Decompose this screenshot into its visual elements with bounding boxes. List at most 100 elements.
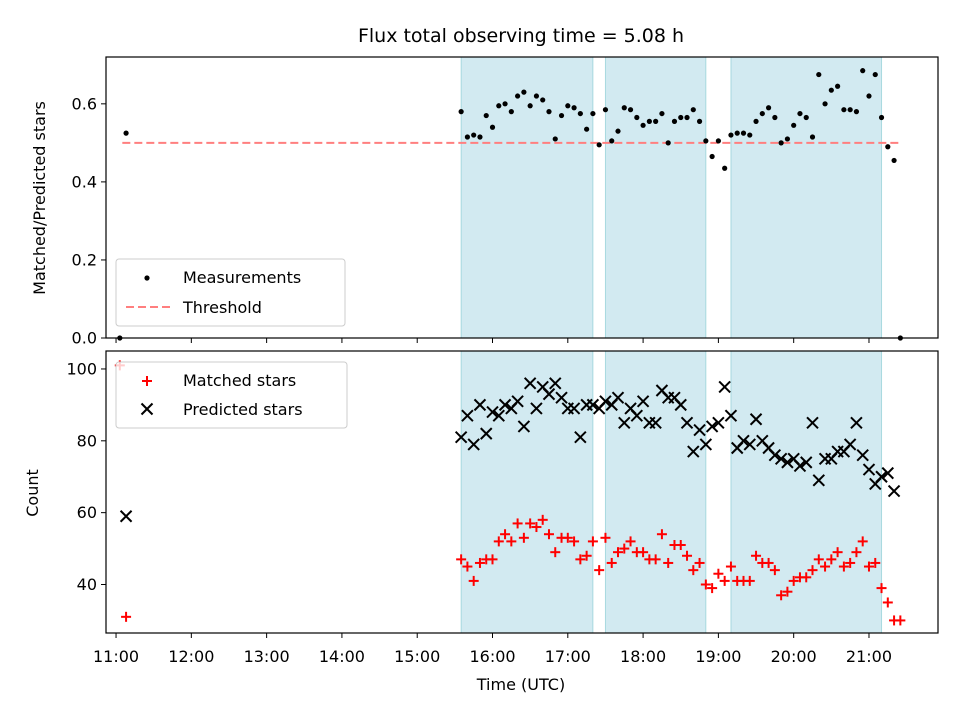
bottom-ytick-label-4: 100 xyxy=(66,359,97,378)
predicted-stars-point-20 xyxy=(567,402,581,415)
measurement-point-23 xyxy=(584,126,590,132)
legend-predicted-marker xyxy=(140,402,154,416)
bottom-ylabel: Count xyxy=(23,469,42,517)
measurement-point-55 xyxy=(784,136,791,142)
predicted-stars-point-27 xyxy=(611,391,625,404)
predicted-stars-point-9 xyxy=(498,398,512,412)
measurement-point-4 xyxy=(464,134,471,140)
predicted-stars-point-44 xyxy=(718,380,731,394)
measurement-point-72 xyxy=(891,157,897,164)
matched-stars-point-20 xyxy=(562,532,573,543)
matched-stars-point-25 xyxy=(594,565,605,576)
matched-stars-point-70 xyxy=(876,583,887,594)
matched-stars-point-8 xyxy=(487,554,498,565)
measurement-point-35 xyxy=(659,110,665,117)
matched-stars-point-52 xyxy=(763,557,774,568)
measurement-point-20 xyxy=(565,103,571,109)
matched-stars-point-23 xyxy=(581,550,592,561)
legend-predicted-label: Predicted stars xyxy=(183,400,303,419)
predicted-stars-point-64 xyxy=(843,438,857,451)
bottom-xtick-label-5: 15:00 xyxy=(394,647,440,666)
top-panel: 0.0 0.2 0.4 0.6 Matched/Predicted stars Mea… xyxy=(30,56,939,348)
matched-stars-point-67 xyxy=(857,536,868,547)
measurement-point-30 xyxy=(627,107,634,113)
predicted-stars-point-13 xyxy=(523,377,537,390)
top-ytick-label-2: 0.2 xyxy=(72,250,97,269)
predicted-stars-point-37 xyxy=(674,398,687,412)
matched-stars-point-9 xyxy=(493,536,504,547)
bottom-xtick-label-4: 14:00 xyxy=(319,647,365,666)
predicted-stars-point-45 xyxy=(724,409,738,422)
top-shaded-intervals xyxy=(460,56,883,339)
bottom-shaded-intervals xyxy=(460,350,883,634)
matched-stars-point-43 xyxy=(707,583,718,594)
bottom-xtick-label-6: 16:00 xyxy=(469,647,515,666)
legend-measurements-marker xyxy=(144,275,150,281)
measurement-point-49 xyxy=(747,132,753,138)
top-shaded-interval-1 xyxy=(460,56,594,339)
measurement-point-8 xyxy=(489,124,496,130)
matched-stars-point-60 xyxy=(813,554,824,565)
predicted-stars-point-17 xyxy=(549,377,562,390)
predicted-stars-point-67 xyxy=(862,463,876,476)
matched-stars-point-42 xyxy=(700,579,711,590)
top-axes-frame xyxy=(105,56,939,339)
top-ytick-label-4: 0.6 xyxy=(72,94,97,113)
matched-stars-point-22 xyxy=(575,554,586,565)
measurement-point-18 xyxy=(552,136,558,142)
matched-stars-point-24 xyxy=(587,536,598,547)
measurement-point-38 xyxy=(678,114,684,121)
matched-stars-point-54 xyxy=(776,590,787,601)
matched-stars-point-2 xyxy=(121,611,132,622)
predicted-stars-point-16 xyxy=(542,387,556,401)
measurement-point-21 xyxy=(571,105,577,111)
predicted-stars-point-5 xyxy=(473,398,487,412)
predicted-stars-point-23 xyxy=(586,398,600,412)
matched-stars-point-66 xyxy=(851,547,862,558)
predicted-stars-point-1 xyxy=(119,510,133,523)
bottom-xtick-label-8: 18:00 xyxy=(620,647,666,666)
matched-stars-point-6 xyxy=(474,557,485,568)
measurement-point-7 xyxy=(483,112,489,119)
matched-stars-point-14 xyxy=(525,518,536,529)
measurement-point-24 xyxy=(590,110,596,117)
predicted-stars-point-21 xyxy=(574,431,587,444)
measurement-point-5 xyxy=(471,132,477,138)
measurement-point-56 xyxy=(791,122,797,128)
matched-stars-point-63 xyxy=(832,547,843,558)
bottom-count-points xyxy=(114,360,906,626)
predicted-stars-point-4 xyxy=(467,438,480,451)
matched-stars-point-40 xyxy=(688,565,699,576)
measurement-point-29 xyxy=(621,105,627,111)
matched-stars-point-65 xyxy=(845,557,856,568)
matched-stars-point-62 xyxy=(826,554,837,565)
bottom-xtick-label-11: 21:00 xyxy=(846,647,892,666)
predicted-stars-point-6 xyxy=(480,427,493,440)
measurement-point-52 xyxy=(765,105,772,111)
measurement-point-2 xyxy=(123,130,129,136)
measurement-point-10 xyxy=(502,101,508,107)
measurement-point-26 xyxy=(602,107,609,113)
measurement-point-70 xyxy=(878,114,885,121)
matched-stars-point-49 xyxy=(744,575,755,586)
measurement-point-39 xyxy=(684,114,690,121)
predicted-stars-point-3 xyxy=(461,409,474,422)
bottom-shaded-interval-2 xyxy=(604,350,707,634)
matched-stars-point-17 xyxy=(543,529,554,540)
matched-stars-point-16 xyxy=(537,514,548,525)
measurement-point-47 xyxy=(734,130,740,136)
predicted-stars-point-42 xyxy=(705,420,719,433)
predicted-stars-point-49 xyxy=(749,413,763,426)
measurement-point-54 xyxy=(778,140,784,146)
measurement-point-17 xyxy=(546,109,552,115)
predicted-stars-point-31 xyxy=(636,395,650,408)
bottom-xtick-label-1: 11:00 xyxy=(93,647,139,666)
matched-stars-point-21 xyxy=(569,536,580,547)
measurement-point-27 xyxy=(609,138,615,144)
predicted-stars-point-59 xyxy=(812,474,825,487)
top-shaded-interval-2 xyxy=(604,56,707,339)
bottom-panel: 40 60 80 100 11:00 12:00 13:00 14:00 15:00 16:00 1… xyxy=(23,350,939,694)
measurement-point-6 xyxy=(477,134,483,140)
predicted-stars-point-53 xyxy=(774,452,788,465)
predicted-stars-point-28 xyxy=(618,416,631,430)
